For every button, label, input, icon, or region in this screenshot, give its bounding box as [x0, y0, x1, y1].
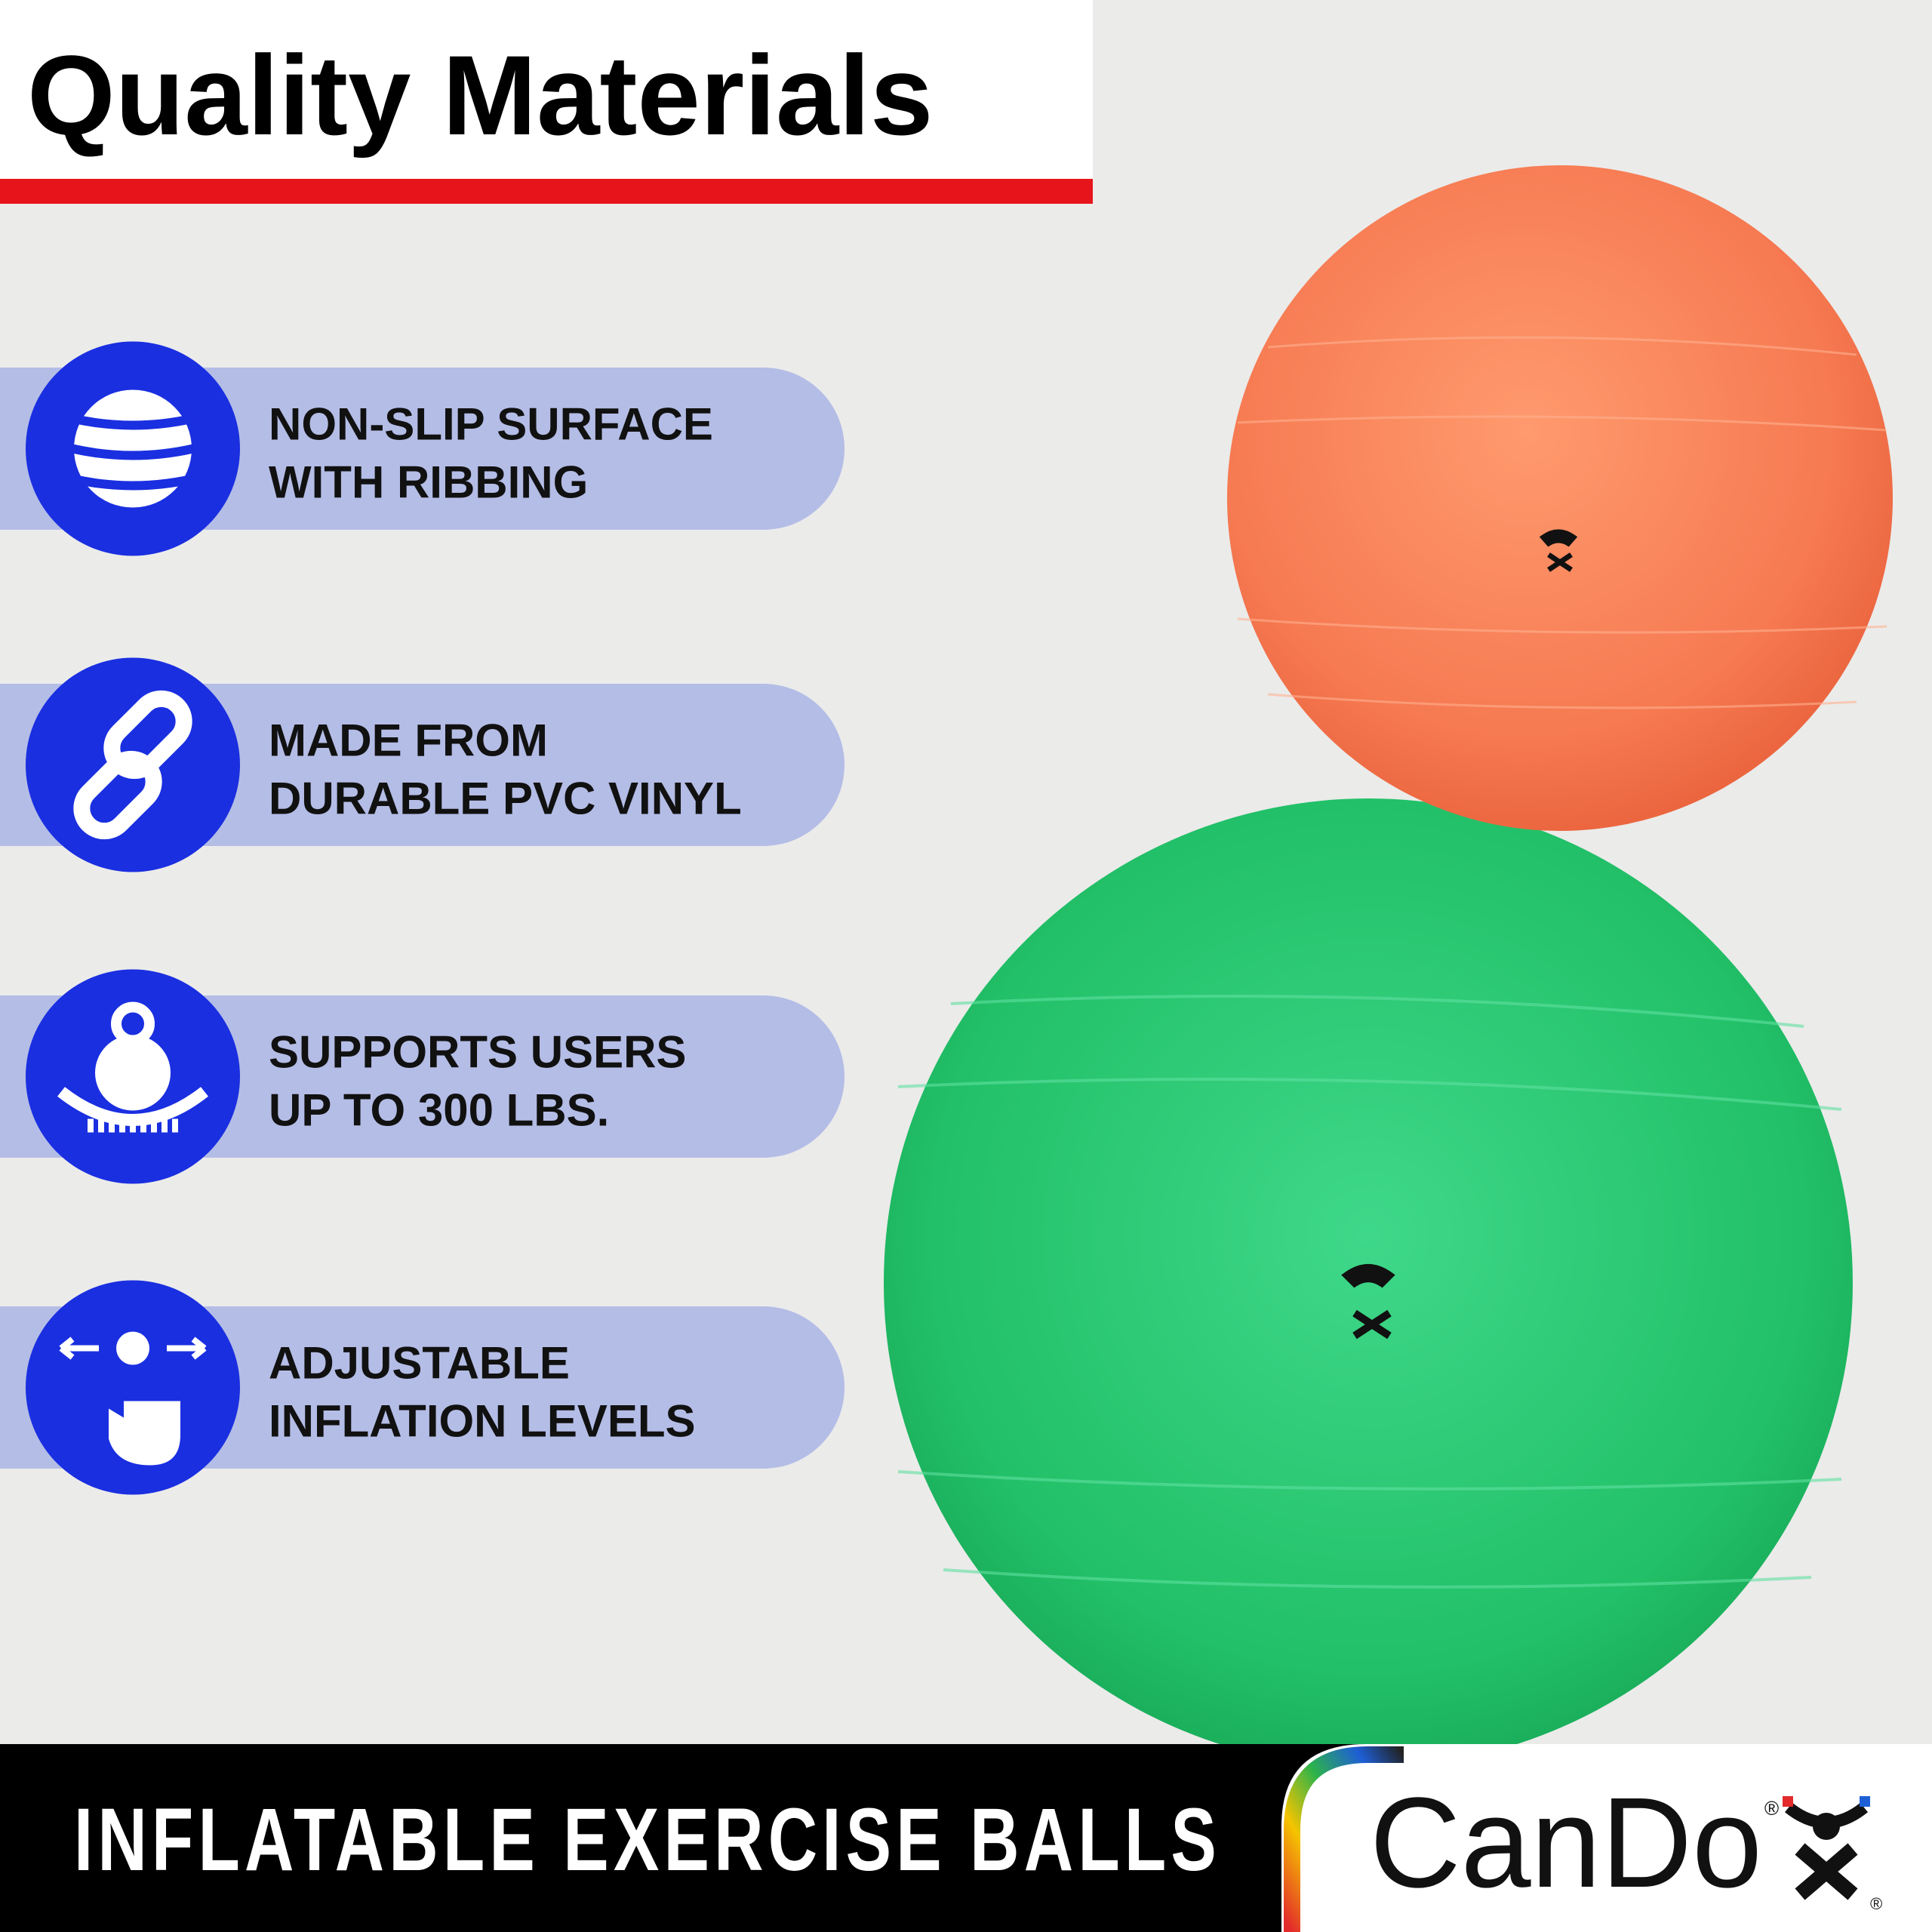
title-box — [0, 0, 1093, 179]
feature-text: MADE FROM — [269, 715, 548, 766]
icon-shape — [109, 1364, 180, 1466]
green-ball — [884, 798, 1853, 1767]
brand-registered: ® — [1764, 1797, 1779, 1820]
feature: NON-SLIP SURFACE WITH RIBBING — [0, 341, 844, 556]
icon-shape — [95, 1035, 171, 1111]
feature-icon-circle — [26, 1280, 240, 1495]
title-underline — [0, 179, 1093, 204]
icon-shape — [71, 444, 195, 460]
feature-text: SUPPORTS USERS — [269, 1027, 686, 1078]
feature-text: UP TO 300 LBS. — [269, 1085, 609, 1136]
icon-shape — [116, 1331, 149, 1365]
brand-figure — [1783, 1796, 1870, 1900]
feature-text: DURABLE PVC VINYL — [269, 774, 742, 824]
feature: MADE FROM DURABLE PVC VINYL — [0, 657, 844, 872]
figure-registered: ® — [1870, 1894, 1882, 1913]
feature-text: INFLATION LEVELS — [269, 1396, 696, 1447]
feature-text: ADJUSTABLE — [269, 1338, 570, 1389]
icon-shape — [59, 1337, 207, 1360]
feature-list: NON-SLIP SURFACE WITH RIBBING MADE FROM DUR… — [0, 341, 844, 1495]
brand: CanDo — [1370, 1771, 1762, 1915]
logo-panel — [1281, 1744, 1932, 1932]
logo-arc — [1284, 1746, 1404, 1932]
tagline: INFLATABLE EXERCISE BALLS — [74, 1790, 1221, 1890]
feature: ADJUSTABLE INFLATION LEVELS — [0, 1280, 844, 1495]
title: Quality Materials — [27, 32, 933, 158]
icon-shape — [71, 414, 195, 430]
feature: SUPPORTS USERS UP TO 300 LBS. — [0, 969, 844, 1184]
feature-text: NON-SLIP SURFACE — [269, 399, 713, 450]
icon-shape — [71, 474, 195, 491]
feature-text: WITH RIBBING — [269, 457, 588, 508]
icon-shape — [73, 750, 162, 840]
orange-ball — [1227, 165, 1893, 831]
